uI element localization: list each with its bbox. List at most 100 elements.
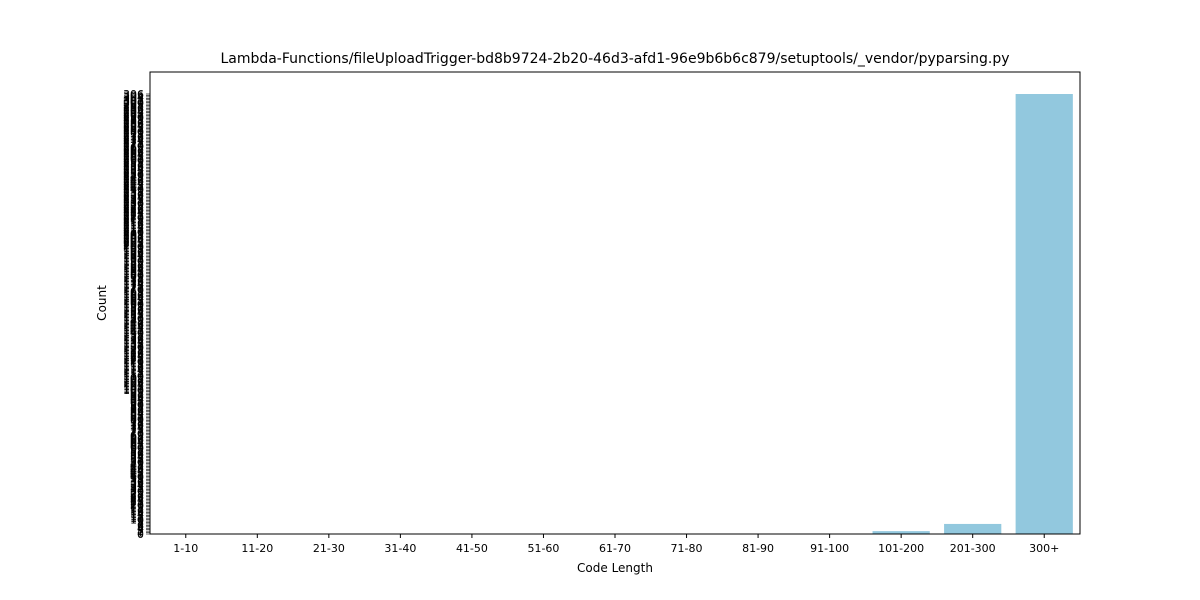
y-tick-label: 49 [130, 458, 144, 471]
y-tick-label: 164 [123, 292, 144, 305]
y-tick-label: 244 [123, 177, 144, 190]
y-tick-label: 263 [123, 150, 144, 163]
y-tick-label: 160 [123, 298, 144, 311]
y-tick-label: 246 [123, 174, 144, 187]
y-tick-label: 60 [130, 442, 144, 455]
y-tick-label: 239 [123, 184, 144, 197]
y-tick-label: 138 [123, 330, 144, 343]
y-tick-label: 21 [130, 498, 144, 511]
y-tick-label: 0 [137, 528, 144, 541]
y-tick-label: 255 [123, 161, 144, 174]
y-tick-label: 24 [130, 493, 144, 506]
y-tick-label: 238 [123, 186, 144, 199]
y-tick-label: 169 [123, 285, 144, 298]
x-tick-label: 31-40 [384, 542, 416, 555]
y-tick-label: 299 [123, 98, 144, 111]
y-tick-label: 278 [123, 128, 144, 141]
y-tick-label: 216 [123, 217, 144, 230]
y-tick-label: 119 [123, 357, 144, 370]
y-tick-label: 282 [123, 123, 144, 136]
y-tick-label: 214 [123, 220, 144, 233]
y-tick-label: 248 [123, 171, 144, 184]
y-tick-label: 15 [130, 506, 144, 519]
y-tick-label: 184 [123, 263, 144, 276]
y-tick-label: 205 [123, 233, 144, 246]
y-tick-label: 175 [123, 276, 144, 289]
y-tick-label: 220 [123, 212, 144, 225]
y-tick-label: 27 [130, 489, 144, 502]
y-tick-label: 267 [123, 144, 144, 157]
y-tick-label: 57 [130, 446, 144, 459]
y-tick-label: 291 [123, 110, 144, 123]
y-tick-label: 133 [123, 337, 144, 350]
y-tick-label: 6 [137, 519, 144, 532]
y-tick-label: 131 [123, 340, 144, 353]
y-tick-label: 2 [137, 525, 144, 538]
y-tick-label: 256 [123, 160, 144, 173]
y-tick-label: 260 [123, 154, 144, 167]
y-tick-label: 224 [123, 206, 144, 219]
x-ticks-group: 1-10 11-20 21-30 31-40 41-50 51-60 61-70 71-80 8… [173, 534, 1059, 555]
y-tick-label: 1 [137, 527, 144, 540]
plot-frame [149, 71, 1081, 535]
y-tick-label: 183 [123, 265, 144, 278]
y-tick-label: 204 [123, 235, 144, 248]
y-tick-label: 142 [123, 324, 144, 337]
y-tick-label: 94 [130, 393, 144, 406]
x-tick-label: 21-30 [313, 542, 345, 555]
y-tick-label: 302 [123, 94, 144, 107]
y-tick-label: 70 [130, 427, 144, 440]
y-axis-label: Count [95, 285, 109, 321]
y-tick-label: 129 [123, 343, 144, 356]
y-tick-label: 19 [130, 501, 144, 514]
y-tick-label: 215 [123, 219, 144, 232]
y-tick-label: 108 [123, 373, 144, 386]
y-tick-label: 305 [123, 89, 144, 102]
y-tick-label: 76 [130, 419, 144, 432]
y-tick-label: 281 [123, 124, 144, 137]
y-tick-label: 176 [123, 275, 144, 288]
y-tick-label: 14 [130, 508, 144, 521]
y-tick-label: 74 [130, 422, 144, 435]
y-tick-label: 55 [130, 449, 144, 462]
y-tick-label: 177 [123, 273, 144, 286]
y-tick-label: 45 [130, 463, 144, 476]
y-tick-label: 229 [123, 199, 144, 212]
y-tick-label: 92 [130, 396, 144, 409]
y-tick-label: 173 [123, 279, 144, 292]
y-tick-label: 81 [130, 412, 144, 425]
y-tick-label: 22 [130, 496, 144, 509]
y-tick-label: 230 [123, 197, 144, 210]
y-tick-label: 200 [123, 240, 144, 253]
x-tick-label: 101-200 [878, 542, 924, 555]
y-tick-label: 118 [123, 358, 144, 371]
y-tick-label: 44 [130, 465, 144, 478]
y-tick-label: 155 [123, 305, 144, 318]
y-tick-label: 274 [123, 134, 144, 147]
y-tick-label: 172 [123, 281, 144, 294]
y-tick-label: 152 [123, 309, 144, 322]
y-tick-label: 98 [130, 387, 144, 400]
y-tick-label: 170 [123, 284, 144, 297]
y-tick-label: 287 [123, 115, 144, 128]
y-tick-label: 178 [123, 272, 144, 285]
y-tick-label: 277 [123, 130, 144, 143]
y-tick-label: 82 [130, 410, 144, 423]
y-tick-label: 130 [123, 341, 144, 354]
y-tick-label: 31 [130, 483, 144, 496]
y-tick-label: 304 [123, 91, 144, 104]
y-tick-label: 290 [123, 111, 144, 124]
y-tick-label: 69 [130, 429, 144, 442]
y-tick-label: 213 [123, 222, 144, 235]
y-tick-label: 265 [123, 147, 144, 160]
y-tick-label: 117 [123, 360, 144, 373]
y-tick-label: 4 [137, 522, 144, 535]
bars-group [872, 94, 1073, 534]
y-tick-label: 193 [123, 250, 144, 263]
y-tick-label: 171 [123, 282, 144, 295]
y-tick-label: 258 [123, 157, 144, 170]
y-tick-label: 231 [123, 196, 144, 209]
y-tick-label: 203 [123, 236, 144, 249]
y-tick-label: 134 [123, 335, 144, 348]
x-tick-label: 51-60 [527, 542, 559, 555]
